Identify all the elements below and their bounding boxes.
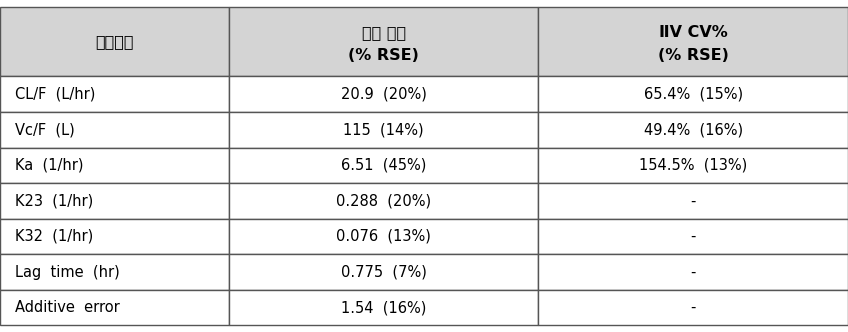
Text: -: - <box>690 193 696 208</box>
Bar <box>538 219 848 254</box>
Bar <box>229 147 538 183</box>
Bar <box>538 7 848 76</box>
Text: Vc/F  (L): Vc/F (L) <box>15 122 75 137</box>
Text: (% RSE): (% RSE) <box>349 48 419 63</box>
Text: 115  (14%): 115 (14%) <box>343 122 424 137</box>
Bar <box>229 76 538 112</box>
Text: -: - <box>690 229 696 244</box>
Text: 65.4%  (15%): 65.4% (15%) <box>644 87 743 102</box>
Bar <box>229 183 538 219</box>
Text: 파라미터: 파라미터 <box>95 34 134 49</box>
Text: K32  (1/hr): K32 (1/hr) <box>15 229 93 244</box>
Bar <box>538 112 848 147</box>
Text: -: - <box>690 300 696 315</box>
Bar <box>538 290 848 325</box>
Bar <box>0 147 229 183</box>
Text: K23  (1/hr): K23 (1/hr) <box>15 193 93 208</box>
Text: 0.076  (13%): 0.076 (13%) <box>337 229 431 244</box>
Bar <box>0 183 229 219</box>
Text: 20.9  (20%): 20.9 (20%) <box>341 87 427 102</box>
Bar <box>538 147 848 183</box>
Bar <box>0 112 229 147</box>
Bar <box>538 183 848 219</box>
Text: Additive  error: Additive error <box>15 300 120 315</box>
Bar <box>0 290 229 325</box>
Text: Lag  time  (hr): Lag time (hr) <box>15 265 120 280</box>
Bar <box>538 76 848 112</box>
Text: 0.775  (7%): 0.775 (7%) <box>341 265 427 280</box>
Text: (% RSE): (% RSE) <box>658 48 728 63</box>
Text: ⅡV CV%: ⅡV CV% <box>659 25 728 40</box>
Bar <box>229 219 538 254</box>
Bar <box>229 254 538 290</box>
Text: CL/F  (L/hr): CL/F (L/hr) <box>15 87 96 102</box>
Bar <box>0 219 229 254</box>
Bar <box>0 254 229 290</box>
Text: 집단 평균: 집단 평균 <box>361 25 406 40</box>
Text: -: - <box>690 265 696 280</box>
Text: 154.5%  (13%): 154.5% (13%) <box>639 158 747 173</box>
Text: 49.4%  (16%): 49.4% (16%) <box>644 122 743 137</box>
Bar <box>229 112 538 147</box>
Bar <box>0 76 229 112</box>
Text: 0.288  (20%): 0.288 (20%) <box>336 193 432 208</box>
Text: 1.54  (16%): 1.54 (16%) <box>341 300 427 315</box>
Text: 6.51  (45%): 6.51 (45%) <box>341 158 427 173</box>
Bar <box>229 7 538 76</box>
Text: Ka  (1/hr): Ka (1/hr) <box>15 158 84 173</box>
Bar <box>229 290 538 325</box>
Bar <box>0 7 229 76</box>
Bar <box>538 254 848 290</box>
